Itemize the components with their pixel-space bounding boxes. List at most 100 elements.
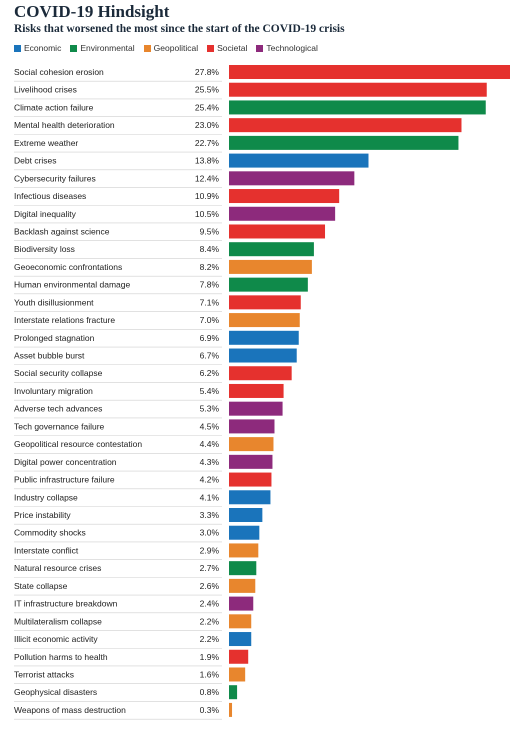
bar bbox=[229, 419, 275, 434]
bar bbox=[229, 242, 314, 257]
value-label: 7.8% bbox=[200, 280, 220, 290]
category-label: Industry collapse bbox=[14, 492, 78, 502]
value-label: 5.3% bbox=[200, 404, 220, 414]
bar bbox=[229, 100, 486, 115]
bar bbox=[229, 525, 260, 540]
value-label: 23.0% bbox=[195, 120, 220, 130]
legend-label-societal: Societal bbox=[217, 43, 248, 53]
legend-item-geopolitical: Geopolitical bbox=[143, 43, 199, 53]
value-label: 6.7% bbox=[200, 351, 220, 361]
legend-label-geopolitical: Geopolitical bbox=[153, 43, 199, 53]
bar bbox=[229, 224, 326, 239]
value-label: 5.4% bbox=[200, 386, 220, 396]
bar bbox=[229, 383, 284, 398]
category-label: Infectious diseases bbox=[14, 191, 86, 201]
bar bbox=[229, 508, 263, 522]
bar bbox=[229, 171, 355, 186]
legend-item-societal: Societal bbox=[207, 43, 247, 53]
bar bbox=[229, 401, 283, 416]
value-label: 27.8% bbox=[195, 67, 220, 77]
category-label: Social security collapse bbox=[14, 368, 103, 378]
value-label: 2.2% bbox=[200, 616, 220, 626]
legend-label-economic: Economic bbox=[24, 43, 62, 53]
category-label: Biodiversity loss bbox=[14, 244, 75, 254]
legend-label-technological: Technological bbox=[266, 43, 318, 53]
value-label: 10.9% bbox=[195, 191, 220, 201]
category-label: Weapons of mass destruction bbox=[14, 705, 126, 715]
bar bbox=[229, 561, 257, 576]
bar bbox=[229, 206, 336, 221]
bar bbox=[229, 313, 300, 328]
category-label: Digital power concentration bbox=[14, 457, 117, 467]
bar bbox=[229, 472, 272, 487]
bar bbox=[229, 490, 271, 505]
value-label: 2.7% bbox=[200, 563, 220, 573]
bar-chart: Social cohesion erosion 27.8% Livelihood c… bbox=[14, 65, 510, 720]
value-label: 4.3% bbox=[200, 457, 220, 467]
bar bbox=[229, 348, 297, 363]
category-label: Adverse tech advances bbox=[14, 404, 102, 414]
bar bbox=[229, 543, 259, 558]
legend-label-environmental: Environmental bbox=[80, 43, 135, 53]
bar bbox=[229, 259, 312, 274]
value-label: 3.0% bbox=[200, 528, 220, 538]
value-label: 2.4% bbox=[200, 599, 220, 609]
legend-item-economic: Economic bbox=[14, 43, 61, 53]
legend-swatch-geopolitical bbox=[143, 44, 151, 52]
value-label: 22.7% bbox=[195, 138, 220, 148]
value-label: 8.2% bbox=[200, 262, 220, 272]
value-label: 8.4% bbox=[200, 244, 220, 254]
category-label: Digital inequality bbox=[14, 209, 77, 219]
bar bbox=[229, 702, 233, 717]
category-label: Geoeconomic confrontations bbox=[14, 262, 122, 272]
bar bbox=[229, 65, 510, 79]
bar bbox=[229, 295, 301, 310]
value-label: 25.5% bbox=[195, 85, 220, 95]
category-label: IT infrastructure breakdown bbox=[14, 599, 118, 609]
bar bbox=[229, 118, 462, 133]
chart-title: COVID-19 Hindsight bbox=[14, 2, 170, 21]
chart-legend: Economic Environmental Geopolitical Soci… bbox=[14, 43, 327, 53]
category-label: Public infrastructure failure bbox=[14, 475, 115, 485]
bar bbox=[229, 135, 459, 150]
bar bbox=[229, 330, 299, 345]
category-label: Debt crises bbox=[14, 156, 57, 166]
bar bbox=[229, 153, 369, 168]
category-label: Asset bubble burst bbox=[14, 351, 85, 361]
bar bbox=[229, 277, 308, 292]
category-label: Terrorist attacks bbox=[14, 669, 74, 679]
value-label: 2.9% bbox=[200, 545, 220, 555]
value-label: 12.4% bbox=[195, 173, 220, 183]
value-label: 2.2% bbox=[200, 634, 220, 644]
value-label: 6.2% bbox=[200, 368, 220, 378]
category-label: Human environmental damage bbox=[14, 280, 131, 290]
legend-swatch-environmental bbox=[70, 44, 78, 52]
chart-subtitle: Risks that worsened the most since the s… bbox=[14, 23, 345, 35]
value-label: 3.3% bbox=[200, 510, 220, 520]
category-label: Multilateralism collapse bbox=[14, 616, 102, 626]
bar bbox=[229, 596, 254, 611]
value-label: 25.4% bbox=[195, 102, 220, 112]
value-label: 1.6% bbox=[200, 669, 220, 679]
category-label: Involuntary migration bbox=[14, 386, 93, 396]
value-label: 4.5% bbox=[200, 421, 220, 431]
category-label: Youth disillusionment bbox=[14, 297, 94, 307]
bar bbox=[229, 614, 252, 629]
bar bbox=[229, 366, 292, 381]
value-label: 13.8% bbox=[195, 156, 220, 166]
value-label: 6.9% bbox=[200, 333, 220, 343]
category-label: Livelihood crises bbox=[14, 85, 77, 95]
category-label: Interstate relations fracture bbox=[14, 315, 115, 325]
value-label: 4.1% bbox=[200, 492, 220, 502]
bar bbox=[229, 578, 256, 593]
bar bbox=[229, 667, 246, 682]
value-label: 7.1% bbox=[200, 297, 220, 307]
category-label: Extreme weather bbox=[14, 138, 78, 148]
category-label: Illicit economic activity bbox=[14, 634, 98, 644]
legend-swatch-societal bbox=[207, 44, 215, 52]
bar bbox=[229, 649, 249, 664]
category-label: Prolonged stagnation bbox=[14, 333, 95, 343]
category-label: Natural resource crises bbox=[14, 563, 101, 573]
category-label: Pollution harms to health bbox=[14, 652, 108, 662]
value-label: 1.9% bbox=[200, 652, 220, 662]
